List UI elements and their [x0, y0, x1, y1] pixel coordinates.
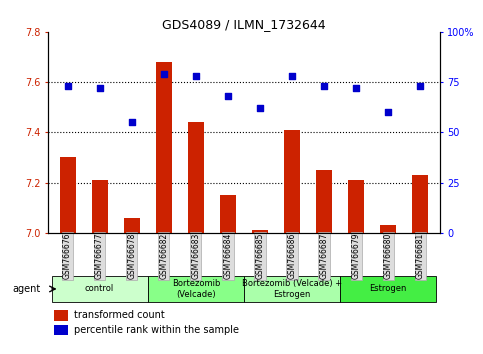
FancyBboxPatch shape — [244, 276, 340, 302]
Text: GSM766685: GSM766685 — [256, 233, 265, 279]
Text: GSM766681: GSM766681 — [416, 233, 425, 279]
Text: GSM766677: GSM766677 — [95, 233, 104, 279]
Text: control: control — [85, 285, 114, 293]
FancyBboxPatch shape — [340, 276, 436, 302]
Bar — [220, 195, 236, 233]
Bar — [59, 158, 75, 233]
Text: GSM766679: GSM766679 — [352, 233, 361, 279]
Text: Bortezomib (Velcade) +
Estrogen: Bortezomib (Velcade) + Estrogen — [242, 279, 342, 299]
Point — [192, 73, 199, 79]
Bar — [54, 310, 68, 320]
Point — [224, 93, 232, 99]
Text: percentile rank within the sample: percentile rank within the sample — [74, 325, 239, 335]
Title: GDS4089 / ILMN_1732644: GDS4089 / ILMN_1732644 — [162, 18, 326, 31]
Point — [384, 109, 392, 115]
Point — [256, 105, 264, 111]
Point — [128, 119, 136, 125]
Bar — [380, 225, 396, 233]
Bar — [348, 180, 364, 233]
Text: Bortezomib
(Velcade): Bortezomib (Velcade) — [171, 279, 220, 299]
Text: GSM766682: GSM766682 — [159, 233, 168, 279]
Text: GSM766676: GSM766676 — [63, 233, 72, 279]
Point — [64, 83, 71, 89]
Bar — [92, 180, 108, 233]
Point — [352, 85, 360, 91]
FancyBboxPatch shape — [52, 276, 148, 302]
Bar — [316, 170, 332, 233]
Bar — [188, 122, 204, 233]
Bar — [412, 175, 428, 233]
Bar — [252, 230, 268, 233]
Bar — [156, 62, 172, 233]
Point — [416, 83, 424, 89]
Text: GSM766683: GSM766683 — [191, 233, 200, 279]
Text: Estrogen: Estrogen — [369, 285, 407, 293]
Text: GSM766684: GSM766684 — [223, 233, 232, 279]
Point — [288, 73, 296, 79]
Bar — [54, 325, 68, 335]
Text: GSM766680: GSM766680 — [384, 233, 393, 279]
Text: GSM766678: GSM766678 — [127, 233, 136, 279]
Point — [96, 85, 103, 91]
Text: GSM766686: GSM766686 — [287, 233, 297, 279]
Text: GSM766687: GSM766687 — [320, 233, 328, 279]
Text: transformed count: transformed count — [74, 310, 165, 320]
Point — [160, 71, 168, 77]
FancyBboxPatch shape — [148, 276, 244, 302]
Text: agent: agent — [12, 284, 40, 294]
Bar — [284, 130, 300, 233]
Point — [320, 83, 328, 89]
Bar — [124, 218, 140, 233]
